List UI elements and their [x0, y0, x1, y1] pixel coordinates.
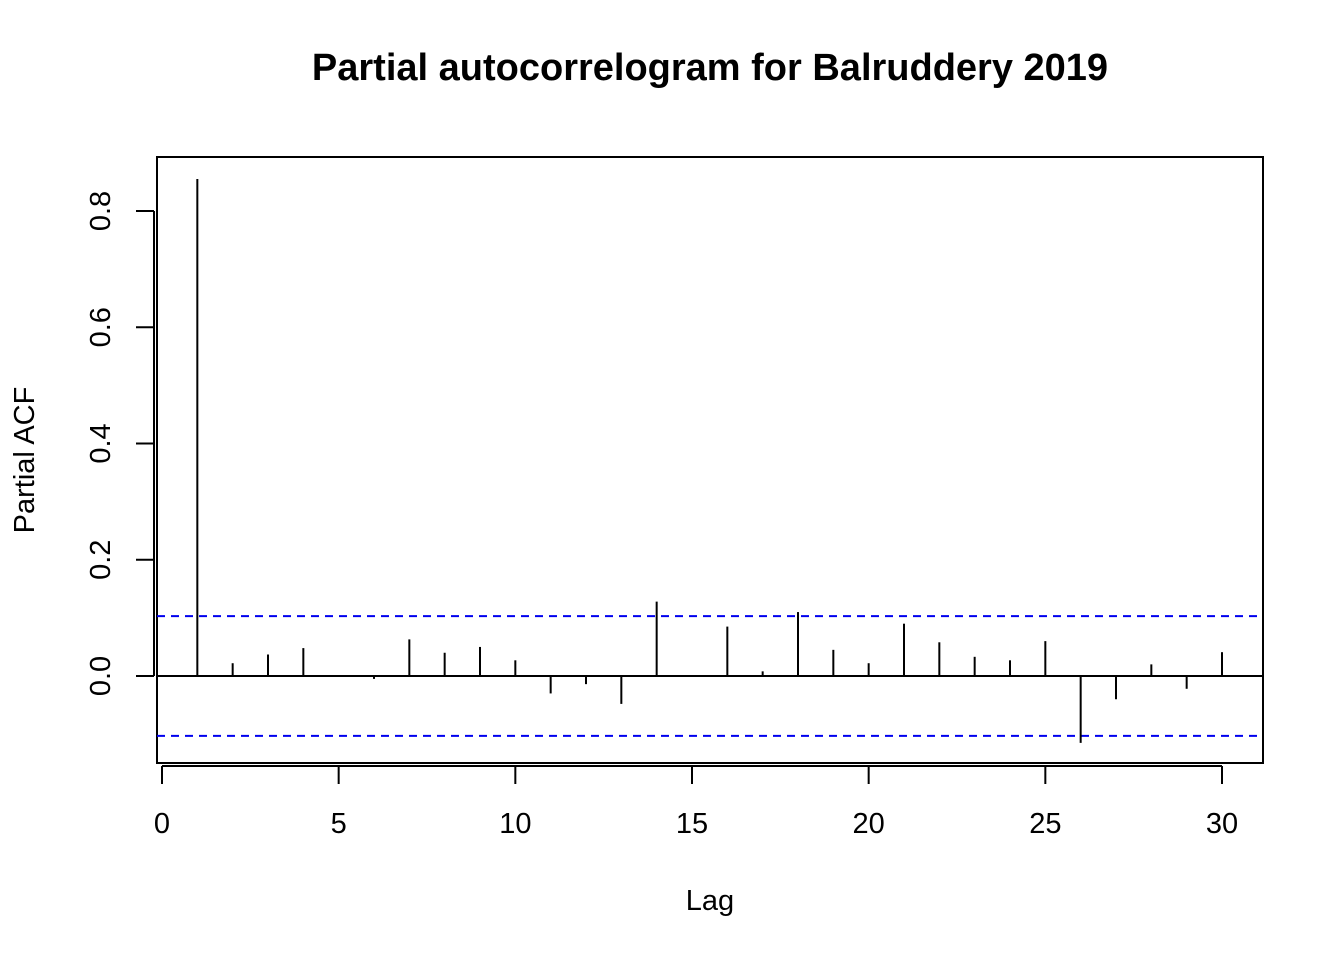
x-tick-label-5: 5: [331, 808, 347, 840]
x-axis: 0 5 10 15 20 25 30: [154, 765, 1238, 840]
plot-frame: [156, 156, 1264, 764]
x-tick-label-15: 15: [676, 808, 708, 840]
x-tick-label-0: 0: [154, 808, 170, 840]
x-tick-label-25: 25: [1029, 808, 1061, 840]
x-tick-label-20: 20: [853, 808, 885, 840]
x-tick-label-10: 10: [499, 808, 531, 840]
y-tick-label-0: 0.0: [85, 656, 117, 696]
y-axis: 0.0 0.2 0.4 0.6 0.8: [85, 191, 155, 696]
pacf-spikes: [196, 179, 1223, 743]
y-tick-label-2: 0.4: [85, 423, 117, 463]
x-tick-label-30: 30: [1206, 808, 1238, 840]
y-tick-label-3: 0.6: [85, 307, 117, 347]
y-tick-label-1: 0.2: [85, 540, 117, 580]
y-tick-label-4: 0.8: [85, 191, 117, 231]
chart-title: Partial autocorrelogram for Balruddery 2…: [312, 47, 1108, 89]
y-axis-label: Partial ACF: [9, 387, 41, 534]
x-axis-label: Lag: [686, 885, 734, 917]
